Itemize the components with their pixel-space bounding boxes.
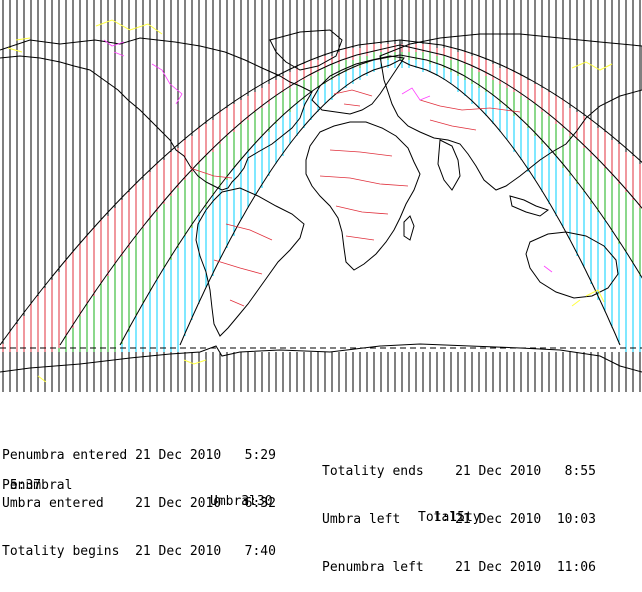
totality-begins-row: Totality begins 21 Dec 2010 7:40 — [2, 544, 276, 560]
contact-label: Totality ends — [322, 464, 424, 479]
table-row: Totality begins 21 Dec 2010 7:40 Penumbr… — [2, 528, 642, 575]
duration-value: 3:30 — [241, 494, 273, 509]
contact-date: 21 Dec 2010 — [135, 448, 222, 463]
zone-boundary — [119, 40, 401, 346]
totality-duration: Totality 1:15 — [418, 510, 481, 526]
zone-boundary — [399, 40, 621, 346]
umbral-duration: Umbral 3:30 — [210, 494, 273, 510]
contact-time: 7:40 — [244, 544, 276, 559]
eclipse-durations: Penumbral 5:37 Umbral 3:30 Totality 1:15 — [2, 462, 642, 525]
penumbra-entered-row: Penumbra entered 21 Dec 2010 5:29 — [2, 448, 276, 464]
table-row: Penumbra entered 21 Dec 2010 5:29 Totali… — [2, 432, 642, 479]
contact-date: 21 Dec 2010 — [135, 544, 222, 559]
contact-label: Penumbra entered — [2, 448, 128, 463]
contact-label: Penumbra left — [322, 560, 424, 575]
state-boundaries — [103, 39, 553, 273]
duration-value: 5:37 — [9, 478, 42, 493]
zone-boundary — [399, 40, 642, 209]
zone-boundary — [399, 40, 642, 279]
lakes-rivers — [7, 19, 613, 383]
eclipse-visibility-map — [0, 0, 642, 392]
penumbra-left-row: Penumbra left 21 Dec 2010 11:06 — [322, 560, 596, 576]
zone-boundary — [0, 39, 401, 346]
contact-date: 21 Dec 2010 — [455, 464, 542, 479]
eclipse-contact-times: Penumbra entered 21 Dec 2010 5:29 Totali… — [2, 400, 642, 575]
table-row: Umbra entered 21 Dec 2010 6:32 Umbra lef… — [2, 480, 642, 527]
penumbral-duration: Penumbral 5:37 — [2, 478, 72, 494]
zone-boundary — [179, 40, 401, 346]
contact-label: Umbra left — [322, 512, 401, 527]
duration-value: 1:15 — [433, 510, 465, 525]
zone-boundary — [399, 39, 642, 163]
contact-label: Totality begins — [2, 544, 120, 559]
country-borders — [189, 89, 521, 307]
zone-boundary — [59, 40, 401, 346]
contact-time: 11:06 — [556, 560, 596, 575]
contact-date: 21 Dec 2010 — [135, 496, 222, 511]
contact-date: 21 Dec 2010 — [455, 560, 542, 575]
contact-time: 8:55 — [564, 464, 596, 479]
visibility-zones — [0, 39, 642, 349]
contact-time: 10:03 — [556, 512, 596, 527]
contact-time: 5:29 — [244, 448, 276, 463]
coastlines — [0, 29, 642, 373]
totality-ends-row: Totality ends 21 Dec 2010 8:55 — [322, 464, 596, 480]
